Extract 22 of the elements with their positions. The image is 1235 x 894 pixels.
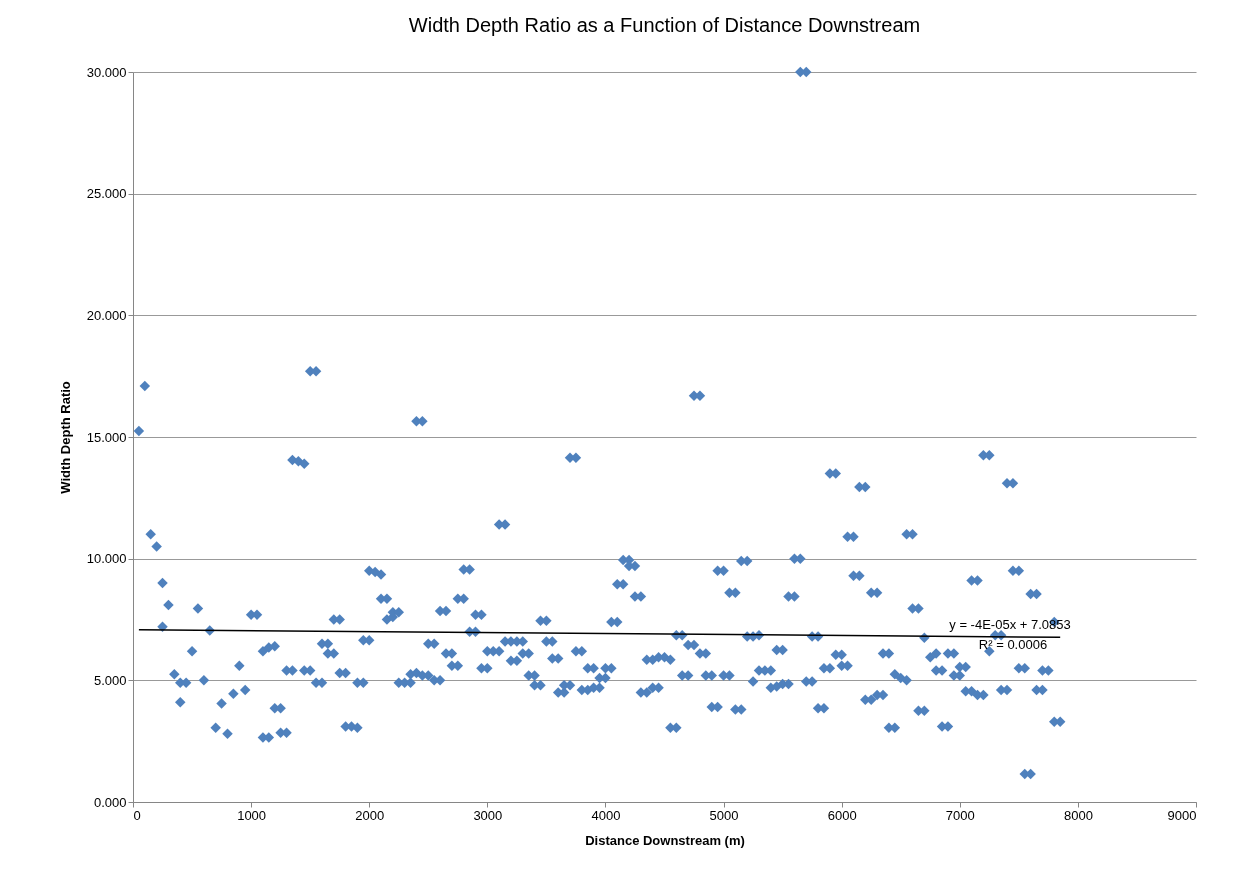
y-tick-label: 20.000 bbox=[86, 307, 127, 323]
y-tick-label: 0.000 bbox=[93, 794, 127, 810]
y-tick-label: 10.000 bbox=[86, 551, 127, 567]
x-tick-label: 2000 bbox=[355, 807, 385, 823]
x-tick-label: 8000 bbox=[1063, 807, 1093, 823]
annotation: R² = 0.0006 bbox=[978, 637, 1048, 652]
x-tick-label: 3000 bbox=[473, 807, 503, 823]
y-tick-label: 5.000 bbox=[93, 672, 127, 688]
chart-title: Width Depth Ratio as a Function of Distance Downstream bbox=[408, 14, 921, 36]
x-tick-label: 5000 bbox=[709, 807, 739, 823]
x-tick-label: 7000 bbox=[945, 807, 975, 823]
x-tick-label: 9000 bbox=[1167, 807, 1197, 823]
y-tick-label: 15.000 bbox=[86, 429, 127, 445]
x-tick-label: 1000 bbox=[237, 807, 267, 823]
x-tick-label: 6000 bbox=[827, 807, 857, 823]
y-tick-label: 25.000 bbox=[86, 186, 127, 202]
annotation: y = -4E-05x + 7.0853 bbox=[949, 617, 1071, 632]
x-axis-title: Distance Downstream (m) bbox=[585, 832, 745, 848]
x-tick-label: 0 bbox=[133, 807, 141, 823]
y-axis-title: Width Depth Ratio bbox=[57, 381, 73, 494]
y-tick-label: 30.000 bbox=[86, 64, 127, 80]
x-tick-label: 4000 bbox=[591, 807, 621, 823]
